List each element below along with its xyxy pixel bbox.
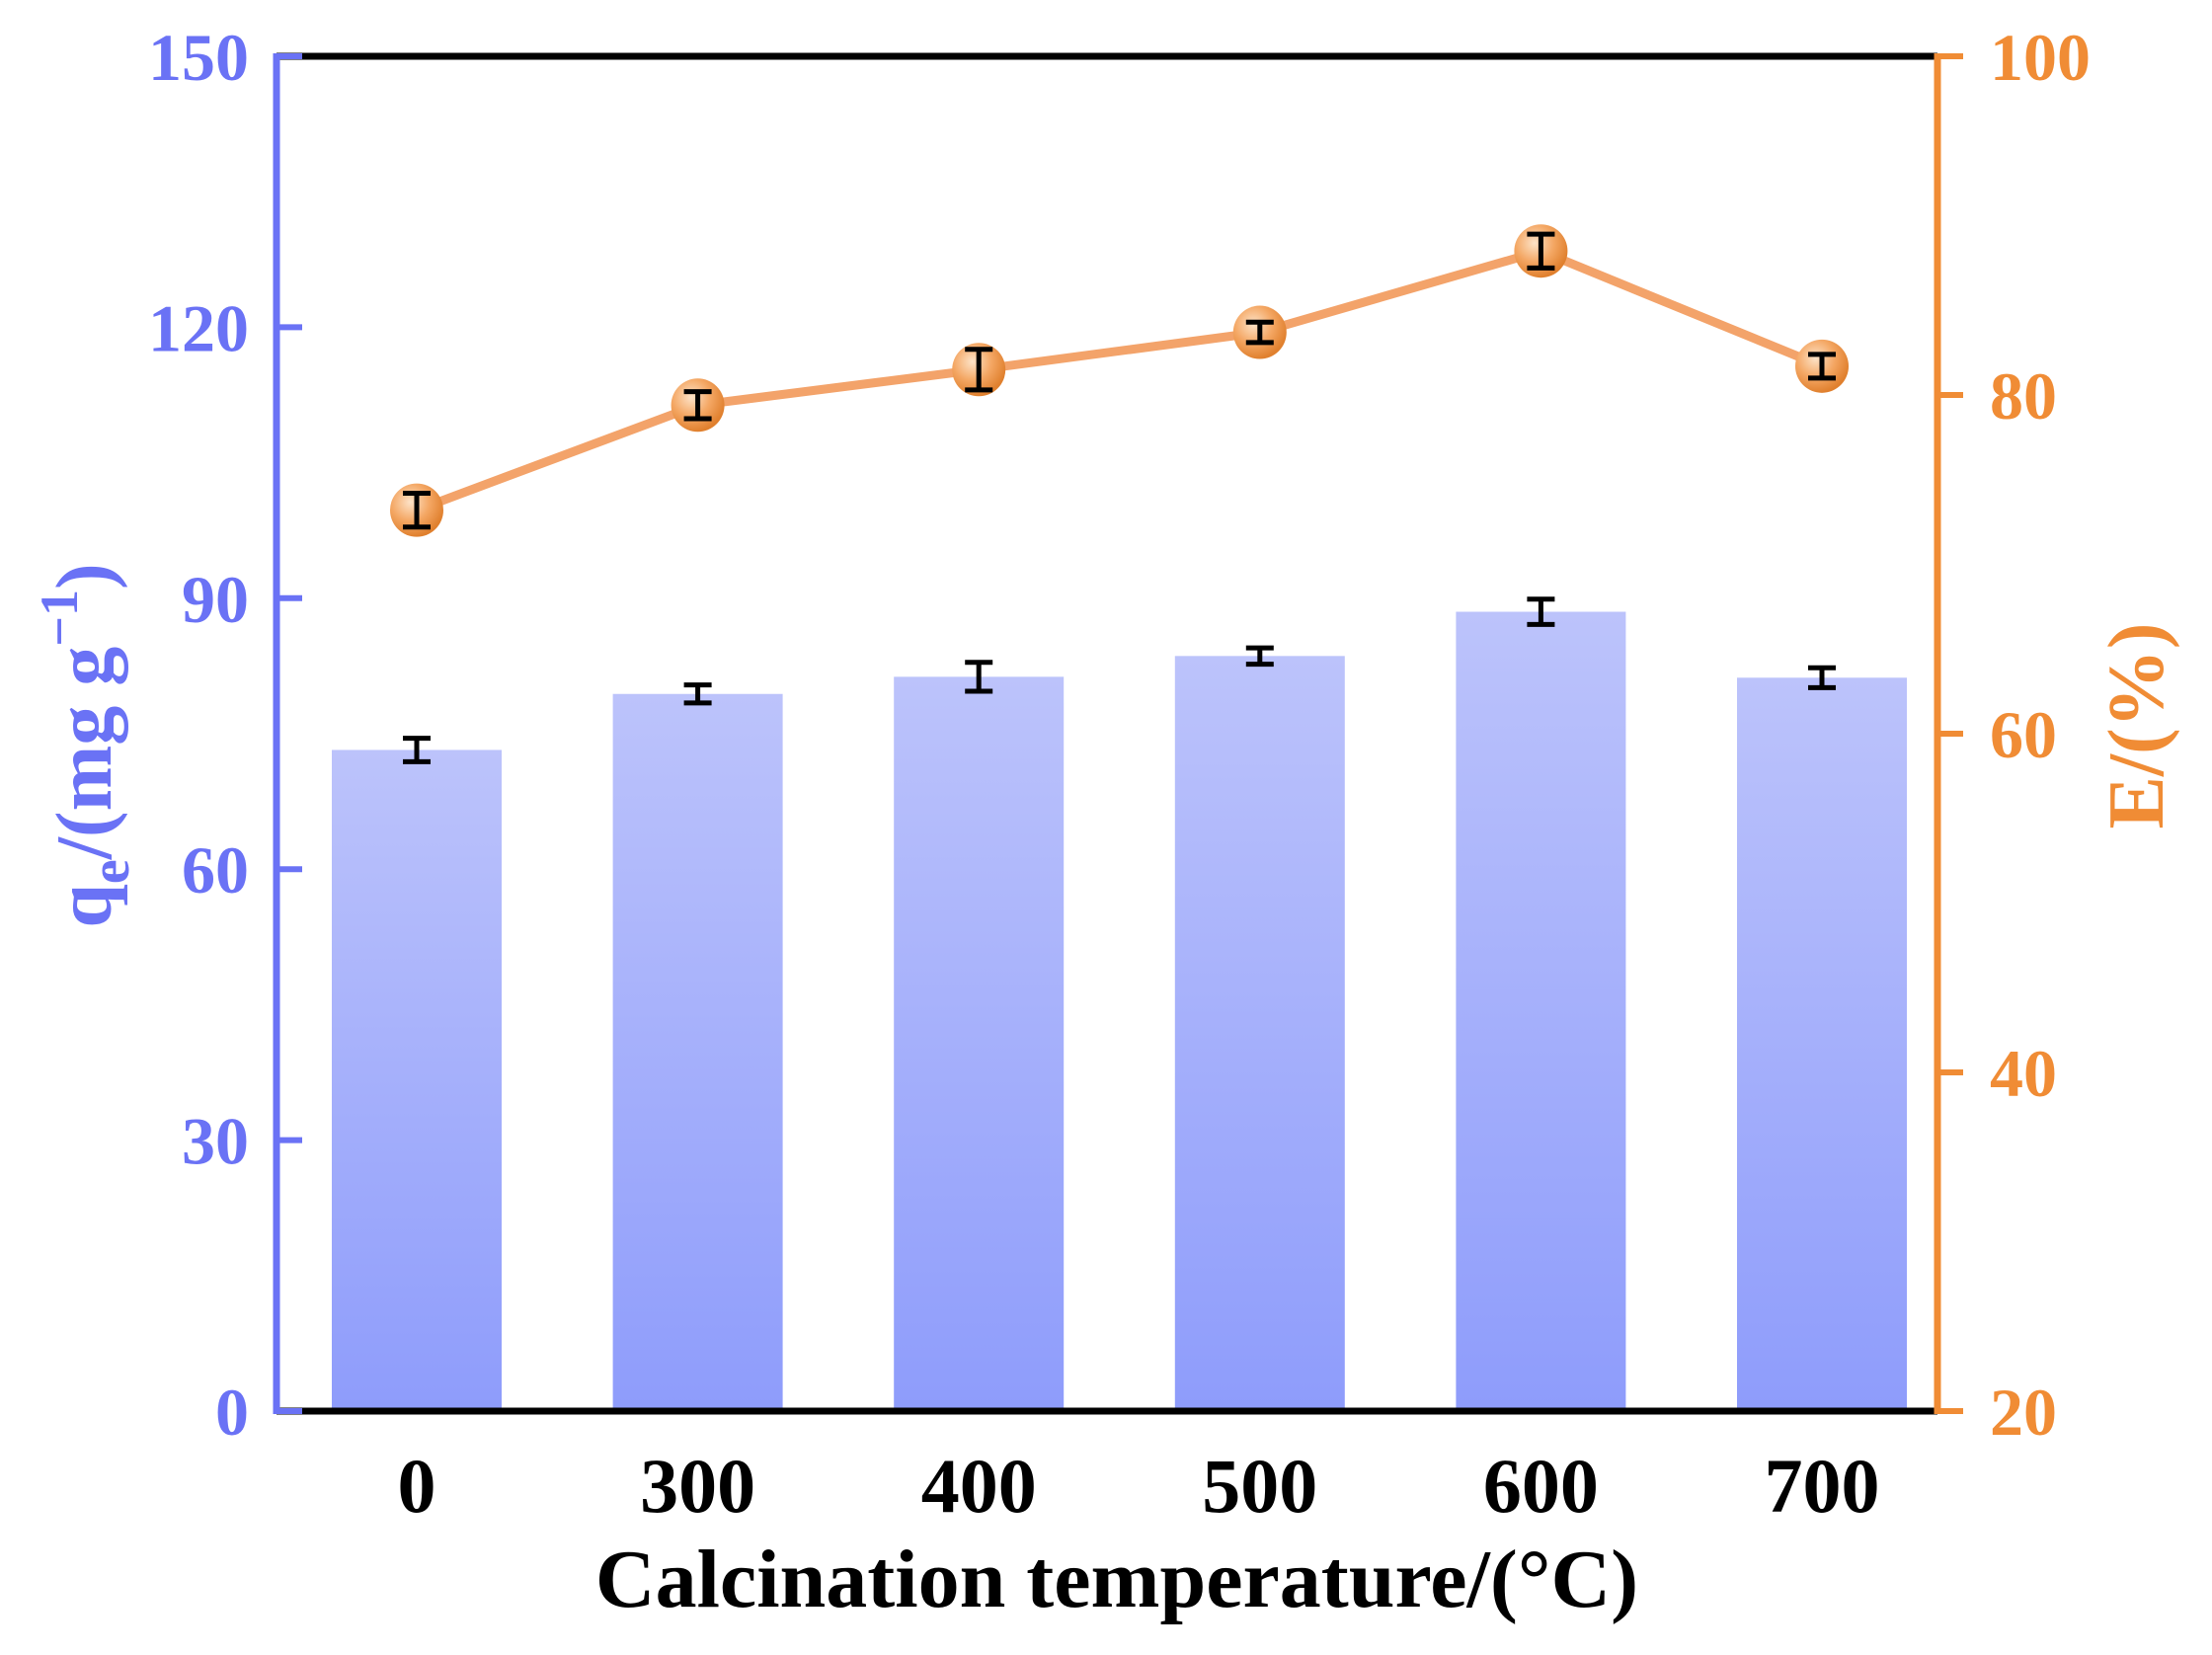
- x-axis-title: Calcination temperature/(°C): [595, 1534, 1638, 1625]
- bar-error-bars: [403, 596, 1836, 764]
- marker-error-400: [965, 347, 993, 393]
- bar-300: [612, 693, 783, 1411]
- marker-error-600: [1527, 231, 1555, 271]
- bar-500: [1174, 656, 1345, 1411]
- left-tick-label-120: 120: [148, 290, 249, 365]
- right-tick-label-40: 40: [1990, 1036, 2057, 1111]
- marker-error-0: [403, 490, 431, 530]
- left-y-axis-title-close: ): [41, 563, 128, 590]
- left-tick-label-0: 0: [215, 1375, 249, 1450]
- right-tick-label-100: 100: [1990, 20, 2091, 95]
- bar-error-600: [1527, 596, 1555, 627]
- bar-0: [332, 749, 502, 1411]
- bar-error-700: [1808, 665, 1836, 690]
- left-y-axis-title-sup: −1: [30, 590, 89, 647]
- bar-series-qe: [332, 611, 1907, 1411]
- left-tick-label-150: 150: [148, 20, 249, 95]
- left-tick-label-60: 60: [182, 832, 249, 907]
- x-tick-label-600: 600: [1483, 1443, 1599, 1529]
- bar-error-500: [1245, 645, 1274, 668]
- bar-700: [1737, 677, 1907, 1411]
- x-ticks: 0 300 400 500 600 700: [398, 1443, 1880, 1529]
- left-y-axis-title-sub: e: [80, 859, 141, 884]
- line-series-e: [390, 224, 1849, 537]
- x-tick-label-300: 300: [640, 1443, 755, 1529]
- bar-error-0: [403, 736, 431, 764]
- left-y-axis-title-rest: /(mg g: [41, 647, 128, 861]
- left-y-axis-title-main: q: [41, 884, 128, 928]
- marker-error-700: [1808, 352, 1836, 381]
- right-y-axis-title: E/(%): [2094, 623, 2180, 829]
- marker-error-300: [683, 389, 712, 422]
- x-tick-label-400: 400: [921, 1443, 1037, 1529]
- efficiency-line: [412, 246, 1827, 515]
- left-tick-label-90: 90: [182, 562, 249, 637]
- bar-400: [894, 676, 1065, 1411]
- right-tick-label-80: 80: [1990, 358, 2057, 433]
- x-tick-label-700: 700: [1765, 1443, 1880, 1529]
- bar-600: [1456, 611, 1626, 1411]
- right-tick-label-20: 20: [1990, 1375, 2057, 1450]
- left-y-ticks: 0 30 60 90 120 150: [148, 20, 302, 1450]
- x-tick-label-500: 500: [1202, 1443, 1317, 1529]
- right-tick-label-60: 60: [1990, 697, 2057, 772]
- x-tick-label-0: 0: [398, 1443, 436, 1529]
- marker-error-500: [1245, 319, 1274, 346]
- bar-error-300: [683, 682, 712, 706]
- left-tick-label-30: 30: [182, 1104, 249, 1179]
- right-y-ticks: 20 40 60 80 100: [1937, 20, 2091, 1450]
- bar-error-400: [965, 660, 993, 694]
- left-y-axis-title: qe/(mg g−1): [30, 563, 141, 927]
